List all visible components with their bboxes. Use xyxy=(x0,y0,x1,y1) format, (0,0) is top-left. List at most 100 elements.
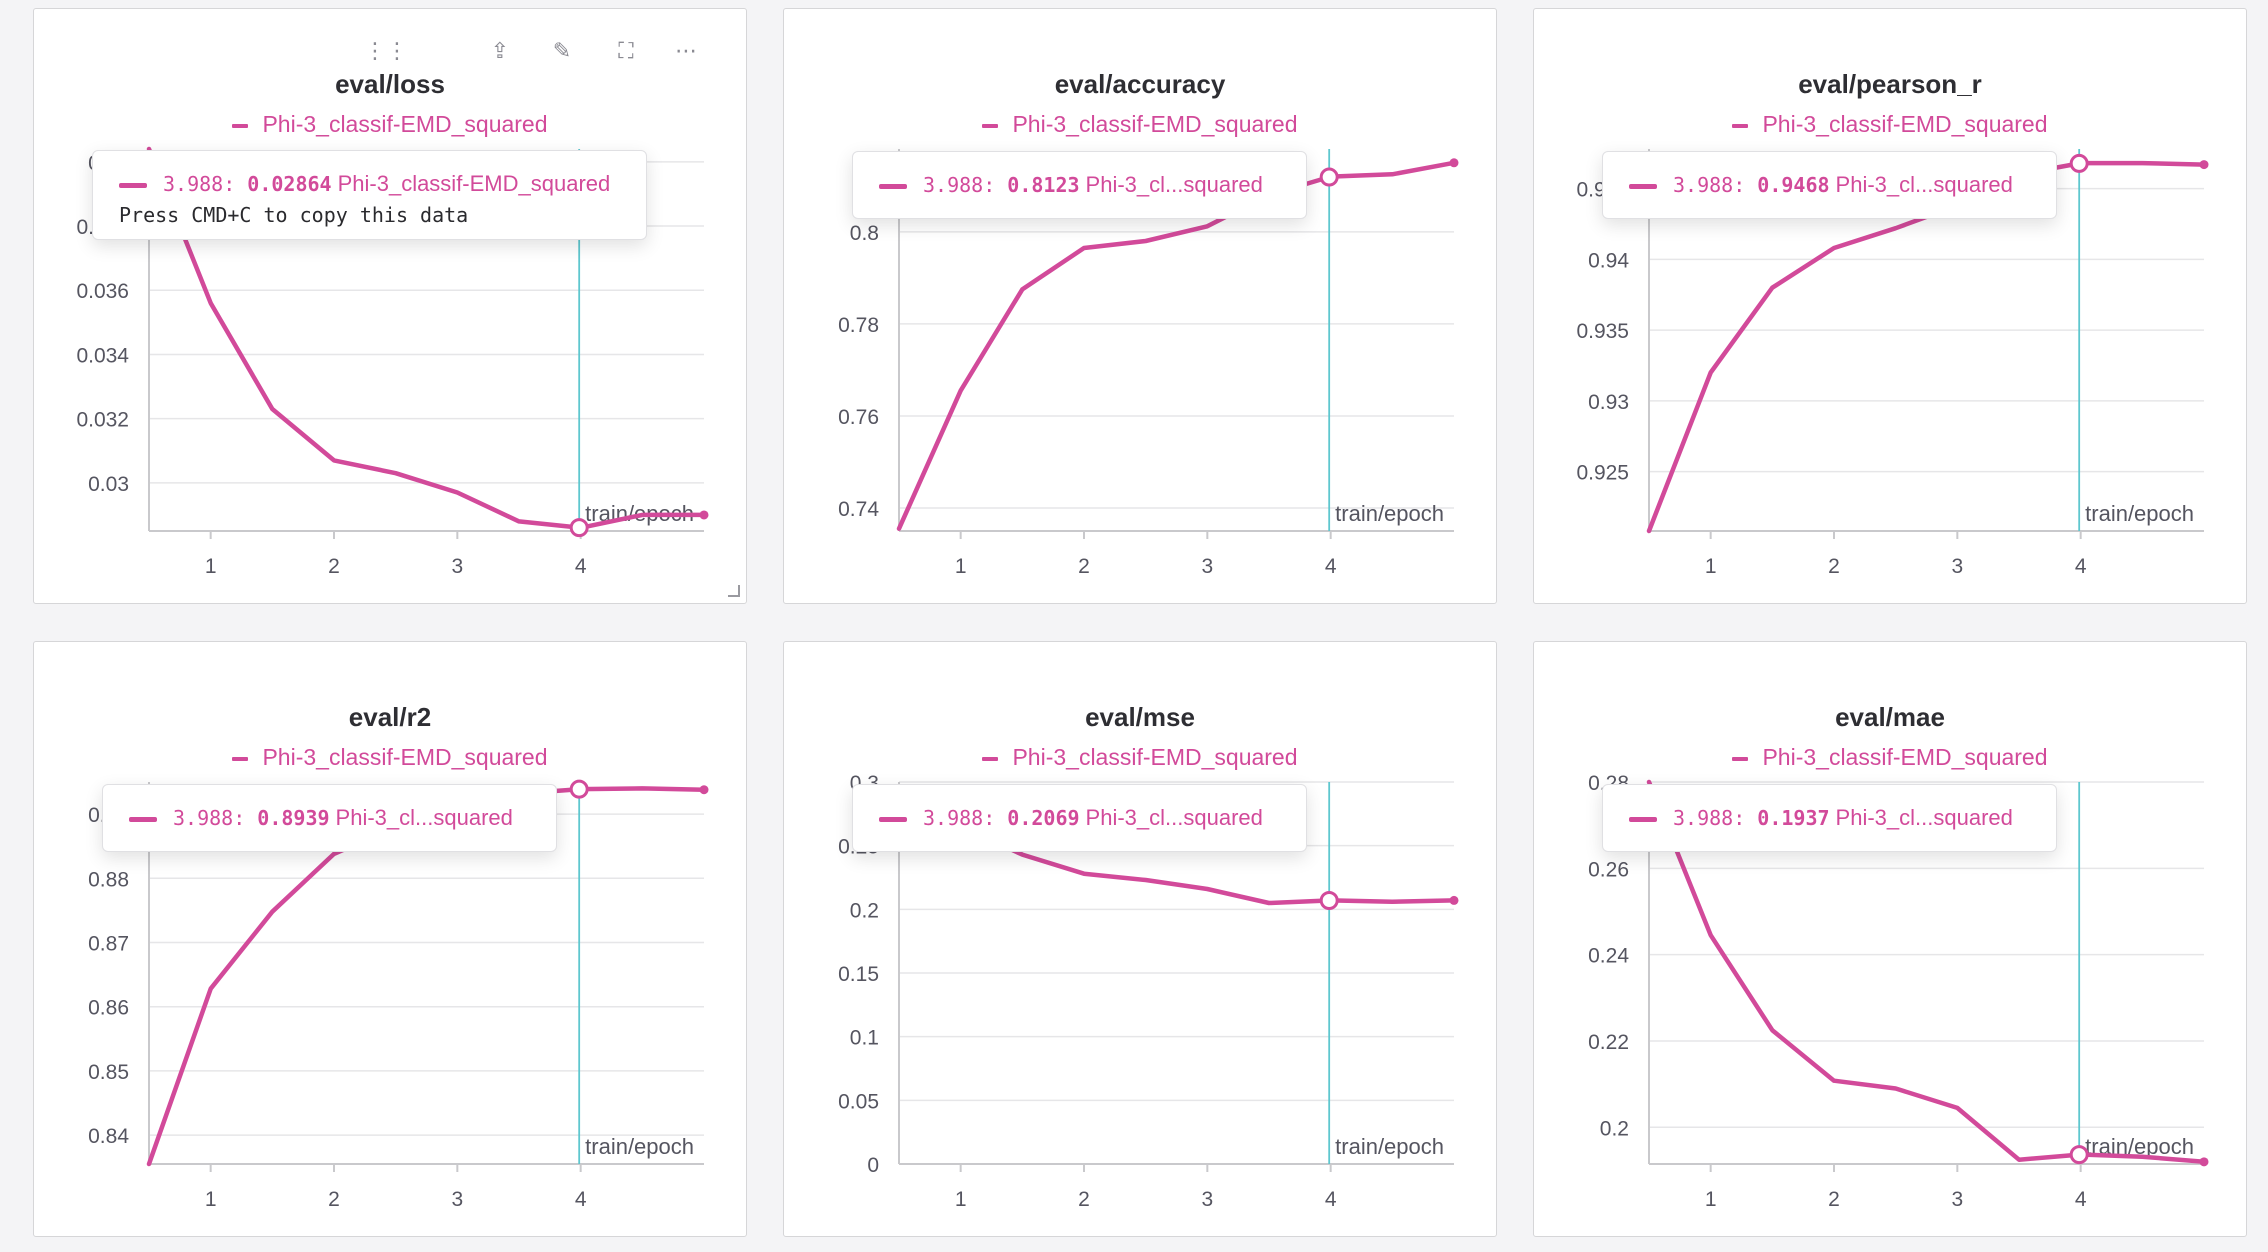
legend-swatch xyxy=(982,756,999,761)
chart-legend[interactable]: Phi-3_classif-EMD_squared xyxy=(1534,744,2246,771)
hover-point-marker[interactable] xyxy=(569,518,589,538)
series-end-point xyxy=(2199,160,2209,170)
series-end-point xyxy=(699,785,709,795)
drag-handle-icon[interactable]: ⋮⋮ xyxy=(364,38,408,63)
tooltip-series-name: Phi-3_cl...squared xyxy=(335,805,513,830)
chart-legend[interactable]: Phi-3_classif-EMD_squared xyxy=(34,111,746,138)
x-tick-label: 3 xyxy=(1201,1188,1213,1211)
more-icon[interactable]: ⋯ xyxy=(675,38,697,63)
x-tick-label: 1 xyxy=(955,1188,967,1211)
chart-legend[interactable]: Phi-3_classif-EMD_squared xyxy=(1534,111,2246,138)
share-icon[interactable]: ⇪ xyxy=(490,38,510,63)
y-tick-label: 0.935 xyxy=(1576,320,1629,343)
tooltip-swatch xyxy=(119,182,147,188)
x-tick-label: 1 xyxy=(1705,1188,1717,1211)
y-tick-label: 0.24 xyxy=(1588,945,1629,968)
y-tick-label: 0.05 xyxy=(838,1090,879,1113)
y-tick-label: 0.8 xyxy=(850,222,879,245)
legend-label: Phi-3_classif-EMD_squared xyxy=(262,111,548,137)
chart-panel-pearson-r[interactable]: 0.9250.930.9350.940.9451234train/epochev… xyxy=(1533,8,2247,604)
tooltip-series-name: Phi-3_cl...squared xyxy=(1835,172,2013,197)
legend-label: Phi-3_classif-EMD_squared xyxy=(1762,744,2048,770)
x-tick-label: 4 xyxy=(1325,1188,1337,1211)
hover-point-marker[interactable] xyxy=(2069,1145,2089,1165)
y-tick-label: 0.036 xyxy=(76,280,129,303)
y-tick-label: 0.26 xyxy=(1588,858,1629,881)
x-tick-label: 2 xyxy=(1078,1188,1090,1211)
fullscreen-icon[interactable]: ⛶ xyxy=(618,38,634,63)
y-tick-label: 0.03 xyxy=(88,473,129,496)
series-line[interactable] xyxy=(146,146,707,531)
resize-handle-icon[interactable] xyxy=(728,585,740,597)
x-tick-label: 2 xyxy=(328,1188,340,1211)
legend-label: Phi-3_classif-EMD_squared xyxy=(1012,744,1298,770)
hover-tooltip: 3.988: 0.1937 Phi-3_cl...squared xyxy=(1602,784,2057,852)
x-axis-label: train/epoch xyxy=(1335,1134,1444,1159)
y-tick-label: 0.925 xyxy=(1576,462,1629,485)
series-line[interactable] xyxy=(896,160,1457,531)
tooltip-row: 3.988: 0.9468 Phi-3_cl...squared xyxy=(1629,152,2030,218)
tooltip-x-value: 3.988: xyxy=(923,806,1008,830)
x-tick-label: 1 xyxy=(955,555,967,578)
tooltip-x-value: 3.988: xyxy=(163,172,248,196)
y-tick-label: 0.2 xyxy=(850,899,879,922)
x-tick-label: 4 xyxy=(2075,555,2087,578)
chart-panel-mse[interactable]: 00.050.10.150.20.250.31234train/epocheva… xyxy=(783,641,1497,1237)
chart-title: eval/mae xyxy=(1835,702,1945,732)
series-end-point xyxy=(2199,1157,2209,1167)
tooltip-swatch xyxy=(1629,183,1657,189)
series-line[interactable] xyxy=(1646,779,2207,1165)
x-axis-label: train/epoch xyxy=(1335,501,1444,526)
tooltip-swatch xyxy=(129,816,157,822)
edit-icon[interactable]: ✎ xyxy=(552,38,572,63)
tooltip-y-value: 0.9468 xyxy=(1757,173,1830,197)
chart-panel-mae[interactable]: 0.20.220.240.260.281234train/epocheval/m… xyxy=(1533,641,2247,1237)
tooltip-y-value: 0.8123 xyxy=(1007,173,1080,197)
y-tick-label: 0.88 xyxy=(88,868,129,891)
x-tick-label: 2 xyxy=(328,555,340,578)
chart-panel-accuracy[interactable]: 0.74 0.76 0.78 0.8 1 2 3 4 train/epoch eval/accur… xyxy=(783,8,1497,604)
tooltip-x-value: 3.988: xyxy=(1673,173,1758,197)
y-tick-label: 0.1 xyxy=(850,1027,879,1050)
x-tick-label: 2 xyxy=(1078,555,1090,578)
x-tick-label: 4 xyxy=(1325,555,1337,578)
chart-title: eval/mse xyxy=(1085,702,1195,732)
hover-point-marker[interactable] xyxy=(1319,167,1339,187)
hover-point-marker[interactable] xyxy=(2069,153,2089,173)
chart-panel-r2[interactable]: 0.840.850.860.870.880.891234train/epoche… xyxy=(33,641,747,1237)
y-tick-label: 0.84 xyxy=(88,1125,129,1148)
y-tick-label: 0.93 xyxy=(1588,391,1629,414)
tooltip-x-value: 3.988: xyxy=(173,806,258,830)
tooltip-y-value: 0.1937 xyxy=(1757,806,1830,830)
tooltip-y-value: 0.2069 xyxy=(1007,806,1080,830)
chart-legend[interactable]: Phi-3_classif-EMD_squared xyxy=(784,111,1496,138)
chart-legend[interactable]: Phi-3_classif-EMD_squared xyxy=(784,744,1496,771)
tooltip-series-name: Phi-3_cl...squared xyxy=(1085,172,1263,197)
tooltip-row: 3.988: 0.2069 Phi-3_cl...squared xyxy=(879,785,1280,851)
x-tick-label: 3 xyxy=(1201,555,1213,578)
y-tick-label: 0.86 xyxy=(88,997,129,1020)
y-tick-label: 0.22 xyxy=(1588,1031,1629,1054)
x-tick-label: 3 xyxy=(1951,555,1963,578)
y-tick-label: 0.034 xyxy=(76,344,129,367)
tooltip-x-value: 3.988: xyxy=(923,173,1008,197)
hover-point-marker[interactable] xyxy=(569,779,589,799)
x-tick-label: 4 xyxy=(2075,1188,2087,1211)
x-tick-label: 1 xyxy=(205,555,217,578)
series-end-point xyxy=(699,510,709,520)
chart-panel-loss[interactable]: 0.030.0320.0340.0360.0380.041234train/ep… xyxy=(33,8,747,604)
x-axis-label: train/epoch xyxy=(585,1134,694,1159)
tooltip-row: 3.988: 0.02864 Phi-3_classif-EMD_squared xyxy=(119,151,620,217)
series-end-point xyxy=(1449,895,1459,905)
x-tick-label: 2 xyxy=(1828,1188,1840,1211)
hover-tooltip: 3.988: 0.2069 Phi-3_cl...squared xyxy=(852,784,1307,852)
hover-tooltip: 3.988: 0.8123 Phi-3_cl...squared xyxy=(852,151,1307,219)
tooltip-swatch xyxy=(1629,816,1657,822)
chart-legend[interactable]: Phi-3_classif-EMD_squared xyxy=(34,744,746,771)
legend-swatch xyxy=(232,123,249,128)
tooltip-row: 3.988: 0.8939 Phi-3_cl...squared xyxy=(129,785,530,851)
hover-point-marker[interactable] xyxy=(1319,890,1339,910)
x-tick-label: 3 xyxy=(1951,1188,1963,1211)
x-tick-label: 3 xyxy=(451,1188,463,1211)
legend-swatch xyxy=(1732,756,1749,761)
